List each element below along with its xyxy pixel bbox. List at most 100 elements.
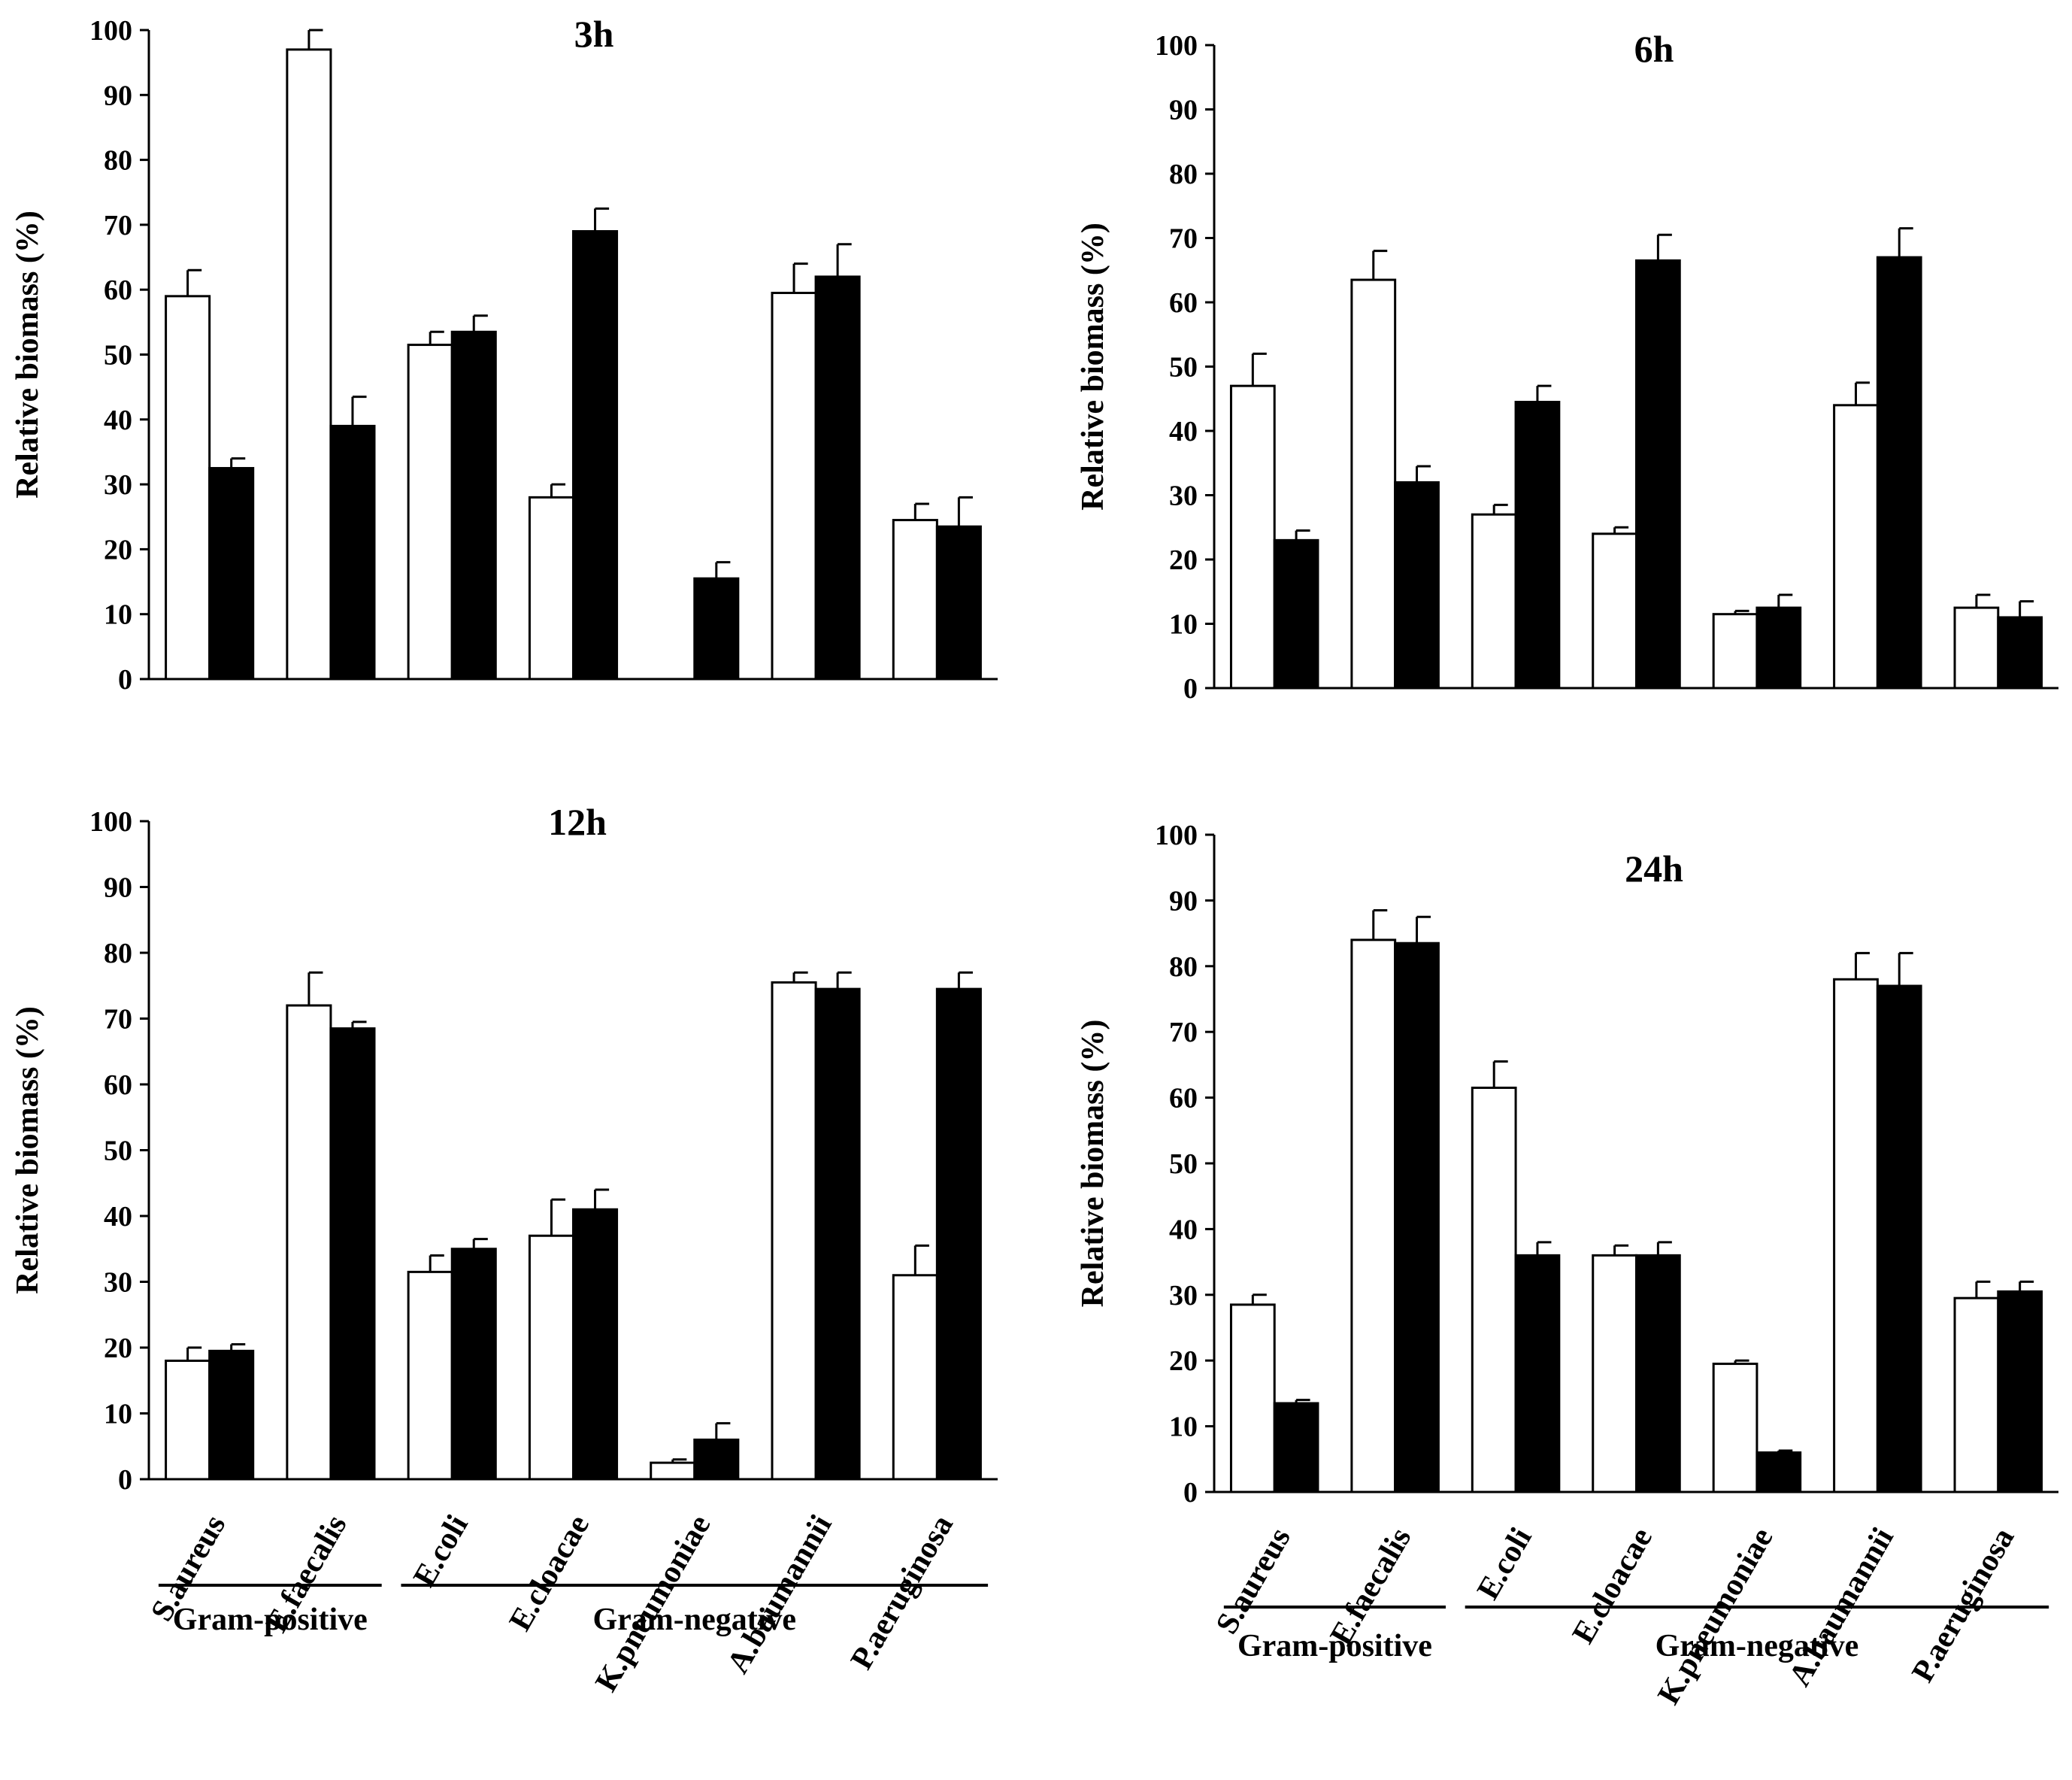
bar-open-p-aeruginosa <box>1953 1296 2000 1493</box>
bar-open-e-faecalis <box>1350 278 1397 690</box>
bar-open-s-aureus <box>1229 1303 1276 1493</box>
y-tick-label: 60 <box>104 274 132 306</box>
bar-filled-e-coli <box>1514 1254 1561 1493</box>
bar-filled-e-cloacae <box>572 230 619 681</box>
y-tick-label: 50 <box>1169 1148 1198 1180</box>
bar-filled-e-coli <box>450 330 497 681</box>
bar-filled-s-aureus <box>1273 538 1319 690</box>
chart-title: 3h <box>574 13 614 55</box>
y-tick-label: 20 <box>1169 1345 1198 1377</box>
y-tick-label: 100 <box>1155 30 1198 62</box>
y-tick-label: 50 <box>104 340 132 371</box>
x-tick-label: P.aeruginosa <box>1905 1522 2021 1688</box>
group-label: Gram-negative <box>1655 1629 1859 1663</box>
y-tick-label: 60 <box>1169 287 1198 319</box>
x-tick-label: E.coli <box>1471 1522 1539 1606</box>
bar-filled-e-cloacae <box>1635 259 1681 690</box>
group-label: Gram-positive <box>173 1603 368 1637</box>
y-tick-label: 0 <box>118 1464 132 1496</box>
y-tick-label: 90 <box>104 872 132 904</box>
bar-open-s-aureus <box>1229 384 1276 690</box>
bar-filled-a-baumannii <box>1876 256 1922 690</box>
y-tick-label: 10 <box>1169 609 1198 641</box>
bar-open-e-coli <box>1471 513 1517 690</box>
bar-open-a-baumannii <box>1833 404 1879 690</box>
y-tick-label: 90 <box>104 80 132 111</box>
y-tick-label: 40 <box>1169 416 1198 447</box>
y-tick-label: 10 <box>104 599 132 631</box>
y-tick-label: 80 <box>1169 951 1198 983</box>
bar-open-s-aureus <box>165 1360 211 1481</box>
bar-filled-e-coli <box>450 1248 497 1481</box>
bar-filled-p-aeruginosa <box>1997 1290 2043 1493</box>
y-tick-label: 100 <box>1155 820 1198 851</box>
bar-filled-e-cloacae <box>1635 1254 1681 1493</box>
y-tick-label: 30 <box>104 1267 132 1299</box>
y-tick-label: 50 <box>104 1136 132 1167</box>
bar-open-p-aeruginosa <box>892 519 938 681</box>
chart-title: 24h <box>1625 848 1683 890</box>
y-tick-label: 40 <box>1169 1214 1198 1245</box>
bar-filled-e-faecalis <box>329 424 376 681</box>
bar-filled-s-aureus <box>208 467 255 681</box>
bar-open-s-aureus <box>165 295 211 681</box>
bar-open-e-cloacae <box>528 496 574 681</box>
y-tick-label: 70 <box>1169 223 1198 255</box>
bar-open-e-cloacae <box>1592 1254 1637 1493</box>
y-tick-label: 70 <box>104 1004 132 1036</box>
y-tick-label: 60 <box>104 1069 132 1101</box>
bar-open-e-coli <box>407 1270 453 1481</box>
y-tick-label: 70 <box>104 210 132 241</box>
y-tick-label: 90 <box>1169 885 1198 917</box>
bar-filled-p-aeruginosa <box>935 525 982 681</box>
bar-filled-p-aeruginosa <box>1997 616 2043 690</box>
chart-title: 6h <box>1634 28 1674 70</box>
bar-open-k-pneumoniae <box>650 1461 696 1481</box>
bar-open-e-coli <box>1471 1086 1517 1493</box>
y-tick-label: 60 <box>1169 1083 1198 1114</box>
y-tick-label: 100 <box>89 15 132 47</box>
y-axis-label: Relative biomass (%) <box>1076 223 1110 511</box>
bar-open-p-aeruginosa <box>1953 606 2000 690</box>
y-tick-label: 90 <box>1169 95 1198 126</box>
y-tick-label: 20 <box>1169 544 1198 576</box>
bar-open-e-faecalis <box>1350 939 1397 1493</box>
y-axis-label: Relative biomass (%) <box>1076 1020 1110 1308</box>
y-tick-label: 10 <box>1169 1412 1198 1443</box>
bar-open-p-aeruginosa <box>892 1274 938 1481</box>
bar-filled-e-cloacae <box>572 1208 619 1481</box>
bar-open-k-pneumoniae <box>1712 1363 1758 1493</box>
y-tick-label: 40 <box>104 1201 132 1233</box>
x-tick-label: K.pneumoniae <box>1651 1522 1780 1710</box>
y-tick-label: 40 <box>104 405 132 436</box>
x-tick-label: E.cloacae <box>503 1509 596 1636</box>
bar-filled-a-baumannii <box>814 987 861 1481</box>
bar-filled-s-aureus <box>208 1349 255 1481</box>
chart-title: 12h <box>548 801 607 843</box>
y-tick-label: 0 <box>1183 673 1198 705</box>
y-tick-label: 30 <box>1169 481 1198 512</box>
y-tick-label: 100 <box>89 806 132 838</box>
bar-open-e-faecalis <box>286 48 332 681</box>
x-tick-label: P.aeruginosa <box>844 1509 960 1675</box>
bar-filled-e-faecalis <box>1394 942 1440 1493</box>
x-tick-label: E.cloacae <box>1566 1522 1659 1649</box>
bar-open-k-pneumoniae <box>1712 613 1758 690</box>
bar-filled-k-pneumoniae <box>1755 606 1802 690</box>
bar-filled-e-coli <box>1514 401 1561 690</box>
y-tick-label: 30 <box>1169 1280 1198 1311</box>
bar-filled-k-pneumoniae <box>693 1439 740 1481</box>
bar-open-e-coli <box>407 344 453 681</box>
x-tick-label: A.baumannii <box>721 1509 839 1679</box>
bar-filled-e-faecalis <box>1394 481 1440 690</box>
y-tick-label: 10 <box>104 1399 132 1430</box>
y-tick-label: 80 <box>104 938 132 969</box>
y-tick-label: 80 <box>1169 159 1198 190</box>
y-tick-label: 30 <box>104 469 132 501</box>
bar-filled-e-faecalis <box>329 1027 376 1481</box>
chart-panel-12h: 12h Relative biomass (%) 0 10 20 30 40 50 60 70 80… <box>11 801 998 1697</box>
y-tick-label: 0 <box>1183 1477 1198 1509</box>
bar-filled-a-baumannii <box>814 275 861 681</box>
y-tick-label: 80 <box>104 145 132 177</box>
y-tick-label: 70 <box>1169 1017 1198 1048</box>
